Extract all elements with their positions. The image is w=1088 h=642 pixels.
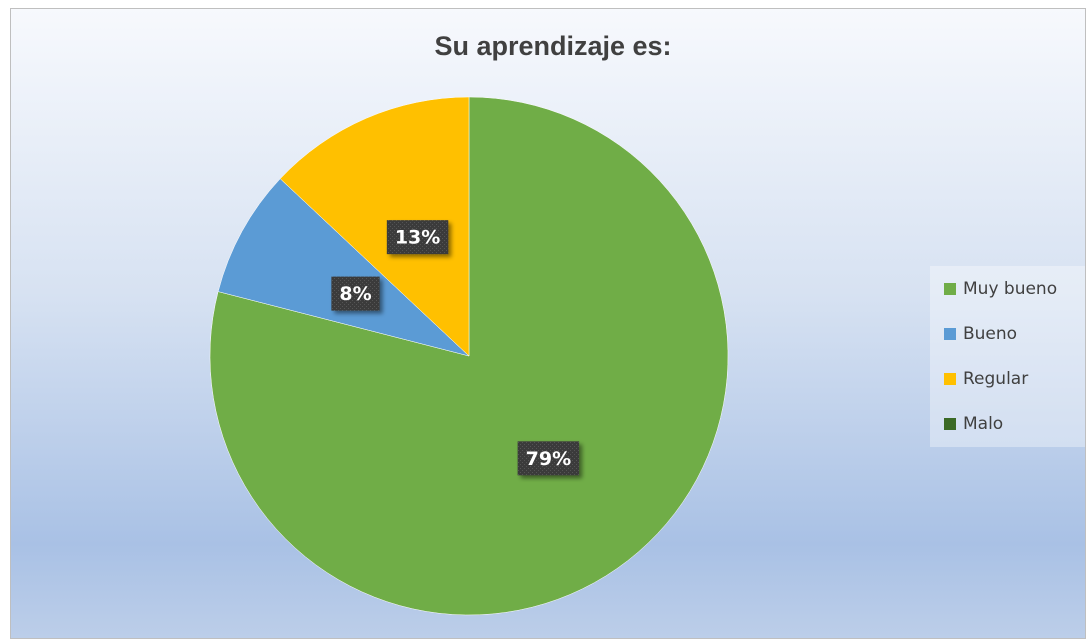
pie-slice bbox=[217, 178, 470, 357]
data-label: 13% bbox=[395, 227, 440, 249]
legend-label: Bueno bbox=[963, 324, 1017, 344]
legend-label: Regular bbox=[963, 369, 1028, 389]
data-label-box bbox=[517, 441, 580, 476]
data-label-box bbox=[386, 220, 449, 255]
legend-swatch bbox=[944, 373, 956, 385]
legend bbox=[930, 266, 1085, 447]
legend-label: Muy bueno bbox=[963, 279, 1057, 299]
legend-swatch bbox=[944, 328, 956, 340]
legend-swatch bbox=[944, 418, 956, 430]
pie-slice bbox=[209, 96, 729, 616]
legend-swatch bbox=[944, 283, 956, 295]
data-label-box bbox=[331, 276, 380, 311]
data-label: 79% bbox=[526, 448, 571, 470]
chart-title: Su aprendizaje es: bbox=[434, 31, 671, 61]
data-label: 8% bbox=[339, 283, 371, 305]
legend-label: Malo bbox=[963, 414, 1003, 434]
pie-slice bbox=[279, 96, 470, 357]
